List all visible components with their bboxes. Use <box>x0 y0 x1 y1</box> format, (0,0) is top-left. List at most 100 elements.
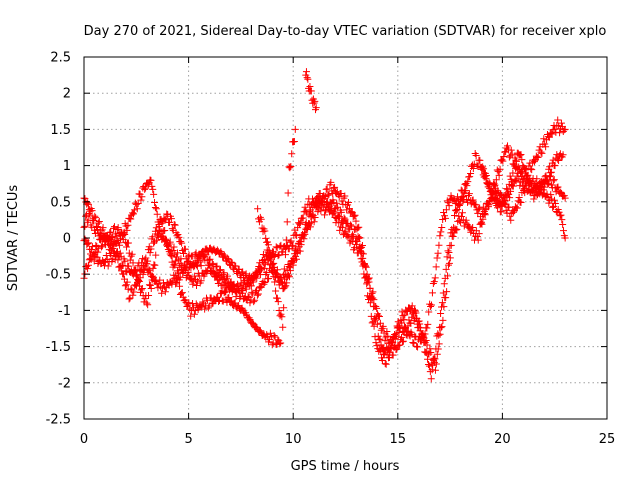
data-point <box>521 169 529 177</box>
data-point <box>492 176 500 184</box>
data-point <box>134 275 142 283</box>
data-point <box>272 287 280 295</box>
data-point <box>216 267 224 275</box>
data-point <box>400 316 408 324</box>
data-point <box>109 255 117 263</box>
data-point <box>98 242 106 250</box>
data-point <box>435 331 443 339</box>
data-point <box>337 208 345 216</box>
data-point <box>559 221 567 229</box>
data-point <box>356 234 364 242</box>
data-point <box>280 304 288 312</box>
data-point <box>333 215 341 223</box>
data-point <box>155 279 163 287</box>
data-point <box>275 307 283 315</box>
data-point <box>433 350 441 358</box>
data-point <box>440 303 448 311</box>
data-point <box>161 288 169 296</box>
data-point <box>297 238 305 246</box>
data-point <box>469 223 477 231</box>
data-point <box>283 279 291 287</box>
data-point <box>542 172 550 180</box>
data-point <box>452 207 460 215</box>
data-point <box>131 266 139 274</box>
data-point <box>150 239 158 247</box>
data-point <box>496 165 504 173</box>
data-point <box>553 184 561 192</box>
data-point <box>219 270 227 278</box>
data-point <box>426 345 434 353</box>
data-point <box>524 174 532 182</box>
data-point <box>260 280 268 288</box>
data-point <box>347 221 355 229</box>
data-point <box>107 236 115 244</box>
data-point <box>286 267 294 275</box>
data-point <box>362 274 370 282</box>
data-point <box>464 178 472 186</box>
data-point <box>308 212 316 220</box>
data-point <box>427 348 435 356</box>
data-point <box>452 226 460 234</box>
data-point <box>442 206 450 214</box>
data-point <box>472 201 480 209</box>
data-point <box>138 193 146 201</box>
data-point <box>491 193 499 201</box>
data-point <box>299 232 307 240</box>
data-point <box>392 332 400 340</box>
data-point <box>187 312 195 320</box>
data-point <box>306 207 314 215</box>
data-point <box>223 272 231 280</box>
data-point <box>137 196 145 204</box>
data-point <box>443 253 451 261</box>
data-point <box>273 294 281 302</box>
data-point <box>256 327 264 335</box>
data-point <box>515 193 523 201</box>
data-point <box>254 269 262 277</box>
data-point <box>257 264 265 272</box>
data-point <box>500 199 508 207</box>
data-point <box>193 262 201 270</box>
data-point <box>124 221 132 229</box>
data-point <box>530 181 538 189</box>
data-point <box>383 328 391 336</box>
y-tick-label: -0.5 <box>46 268 71 283</box>
data-point <box>557 119 565 127</box>
data-point <box>438 223 446 231</box>
data-point <box>123 278 131 286</box>
data-point <box>556 212 564 220</box>
data-point <box>534 153 542 161</box>
data-point <box>193 281 201 289</box>
data-point <box>438 299 446 307</box>
data-point <box>128 250 136 258</box>
data-point <box>347 208 355 216</box>
data-point <box>288 242 296 250</box>
data-point <box>149 264 157 272</box>
data-point <box>355 223 363 231</box>
data-point <box>350 212 358 220</box>
data-point <box>341 227 349 235</box>
data-point <box>501 200 509 208</box>
data-point <box>482 175 490 183</box>
data-point <box>321 211 329 219</box>
data-point <box>398 338 406 346</box>
data-points <box>80 68 569 383</box>
data-point <box>274 298 282 306</box>
data-point <box>124 239 132 247</box>
data-point <box>499 157 507 165</box>
data-point <box>363 280 371 288</box>
data-point <box>466 173 474 181</box>
data-point <box>292 252 300 260</box>
data-point <box>266 329 274 337</box>
data-point <box>451 212 459 220</box>
data-point <box>429 280 437 288</box>
data-point <box>121 257 129 265</box>
y-tick-label: -2.5 <box>46 413 71 428</box>
data-point <box>441 214 449 222</box>
data-point <box>537 148 545 156</box>
data-point <box>90 252 98 260</box>
data-point <box>107 228 115 236</box>
data-point <box>442 294 450 302</box>
data-point <box>458 209 466 217</box>
data-point <box>290 138 298 146</box>
data-point <box>428 289 436 297</box>
